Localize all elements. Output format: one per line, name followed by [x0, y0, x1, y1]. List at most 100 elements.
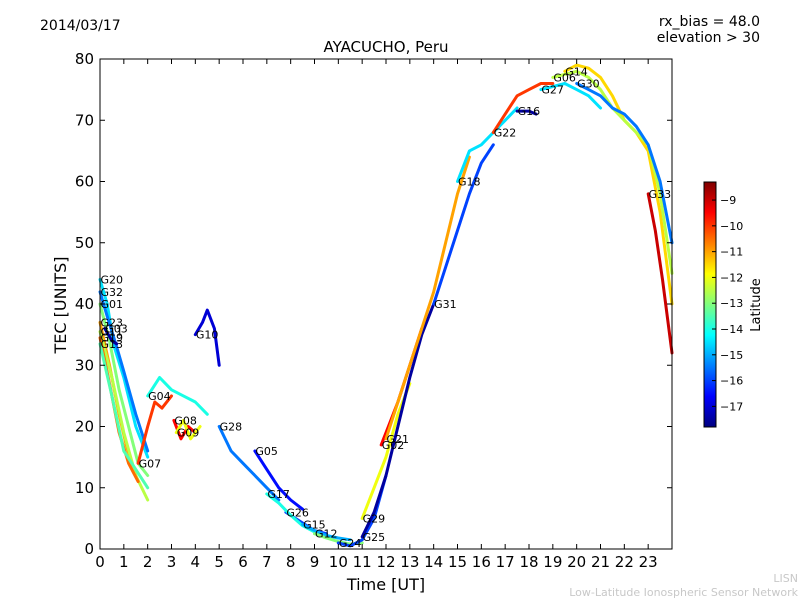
- y-tick-label: 30: [75, 356, 94, 374]
- colorbar-tick-label: −16: [720, 375, 743, 388]
- colorbar-label: Latitude: [749, 278, 764, 332]
- series-line-g22: [491, 82, 555, 134]
- plot-background: [100, 59, 672, 549]
- series-line-g31: [432, 143, 495, 306]
- series-label-g15: G15: [303, 519, 326, 532]
- series-line-g03: [103, 327, 119, 346]
- series-line-g11: [98, 330, 150, 502]
- series-label-g26: G26: [286, 506, 309, 519]
- y-tick-label: 40: [75, 295, 94, 313]
- x-tick-label: 14: [424, 553, 443, 571]
- series-label-g20: G20: [101, 274, 124, 287]
- x-axis-label: Time [UT]: [346, 575, 425, 594]
- x-tick-label: 9: [310, 553, 320, 571]
- series-label-g17: G17: [267, 488, 290, 501]
- series-label-g12: G12: [315, 528, 338, 541]
- x-tick-label: 11: [353, 553, 372, 571]
- series-line-g04: [146, 376, 209, 416]
- plot-area: [100, 59, 672, 549]
- series-label-g11: G11: [101, 326, 124, 339]
- x-tick-label: 0: [95, 553, 105, 571]
- series-line-g05: [253, 449, 305, 511]
- colorbar-tick-label: −15: [720, 349, 743, 362]
- colorbar-tick-label: −17: [720, 400, 743, 413]
- x-tick-label: 10: [329, 553, 348, 571]
- series-label-g08: G08: [174, 414, 197, 427]
- series-label-g24: G24: [339, 537, 362, 550]
- data-marks: [98, 63, 674, 548]
- series-label-g14: G14: [565, 65, 588, 78]
- series-line-g30: [575, 82, 674, 245]
- series-label-g01: G01: [101, 298, 124, 311]
- x-tick-label: 15: [448, 553, 467, 571]
- series-label-g23: G23: [101, 316, 124, 329]
- x-tick-label: 19: [543, 553, 562, 571]
- date-label: 2014/03/17: [40, 18, 121, 34]
- x-tick-label: 12: [376, 553, 395, 571]
- series-line-g09: [174, 418, 202, 441]
- series-label-g25: G25: [363, 531, 386, 544]
- series-line-g33: [646, 192, 674, 355]
- colorbar-tick-label: −9: [720, 194, 736, 207]
- x-tick-label: 22: [615, 553, 634, 571]
- series-label-g29: G29: [363, 512, 386, 525]
- series-line-g10: [193, 308, 221, 367]
- x-tick-label: 8: [286, 553, 296, 571]
- x-tick-label: 7: [262, 553, 272, 571]
- series-line-g32: [98, 290, 150, 453]
- rx-bias-label: rx_bias = 48.0: [658, 14, 760, 30]
- series-label-g04: G04: [148, 390, 171, 403]
- x-tick-label: 2: [143, 553, 153, 571]
- series-label-g30: G30: [577, 78, 600, 91]
- series-label-g19: G19: [101, 332, 124, 345]
- series-label-g03: G03: [105, 323, 128, 336]
- series-line-g18: [456, 106, 519, 183]
- x-tick-label: 17: [496, 553, 515, 571]
- series-line-g13: [98, 342, 150, 490]
- series-label-g09: G09: [177, 427, 200, 440]
- series-label-g33: G33: [649, 188, 672, 201]
- x-tick-label: 3: [167, 553, 177, 571]
- y-axis-label: TEC [UNITS]: [51, 257, 70, 355]
- series-label-g28: G28: [220, 421, 243, 434]
- axes: 0 1 2 3 4 5 6 7 8 9 10 11 12 13 14 15 16 17 18 19 20 21 22 2301…: [75, 50, 673, 571]
- x-tick-label: 6: [238, 553, 248, 571]
- series-label-g27: G27: [541, 84, 564, 97]
- series-label-g13: G13: [101, 338, 124, 351]
- series-label-g31: G31: [434, 298, 457, 311]
- series-label-g21: G21: [387, 433, 410, 446]
- y-tick-label: 20: [75, 418, 94, 436]
- y-tick-label: 60: [75, 173, 94, 191]
- colorbar: −9 −10 −11 −12 −13 −14 −15 −16 −17: [703, 181, 743, 428]
- series-label-g02: G02: [382, 439, 405, 452]
- x-tick-label: 13: [400, 553, 419, 571]
- x-tick-label: 21: [591, 553, 610, 571]
- series-label-g05: G05: [255, 445, 278, 458]
- series-line-g25: [360, 302, 436, 539]
- colorbar-tick-label: −10: [720, 220, 743, 233]
- series-line-g07: [136, 394, 173, 465]
- chart-title: AYACUCHO, Peru: [323, 38, 448, 56]
- series-label-g22: G22: [494, 127, 517, 140]
- colorbar-tick-label: −14: [720, 323, 743, 336]
- series-label-g06: G06: [553, 71, 576, 84]
- x-tick-label: 4: [191, 553, 201, 571]
- series-line-g15: [301, 523, 352, 542]
- series-line-g21: [384, 155, 471, 441]
- series-label-g10: G10: [196, 329, 219, 342]
- series-line-g28: [217, 425, 281, 502]
- elevation-label: elevation > 30: [656, 30, 760, 46]
- x-tick-label: 23: [639, 553, 658, 571]
- footer-org-short: LISN: [773, 572, 798, 585]
- x-tick-label: 16: [472, 553, 491, 571]
- x-tick-label: 18: [519, 553, 538, 571]
- y-tick-label: 70: [75, 111, 94, 129]
- y-tick-label: 80: [75, 50, 94, 68]
- footer-org-long: Low-Latitude Ionospheric Sensor Network: [569, 586, 798, 599]
- colorbar-tick-label: −12: [720, 271, 743, 284]
- y-tick-label: 50: [75, 234, 94, 252]
- series-label-g18: G18: [458, 176, 481, 189]
- series-line-g16: [515, 109, 538, 116]
- x-tick-label: 5: [214, 553, 224, 571]
